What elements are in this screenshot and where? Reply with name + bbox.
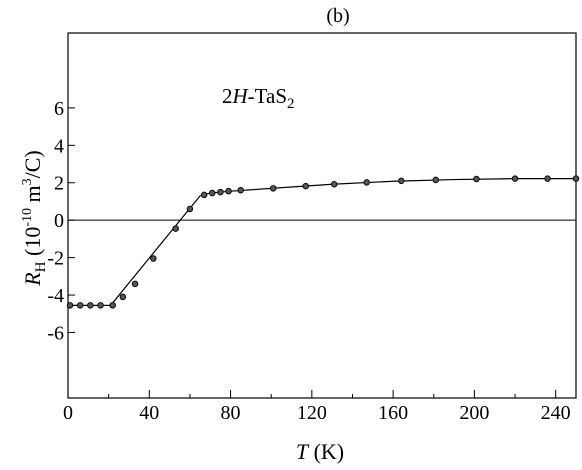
data-point xyxy=(572,175,580,182)
material-annotation: 2H-TaS2 xyxy=(222,84,295,112)
x-tick-label: 0 xyxy=(63,402,73,424)
data-point xyxy=(217,188,224,196)
x-tick-label: 200 xyxy=(459,402,489,424)
y-tick-label: -6 xyxy=(47,322,64,344)
y-tick-label: 6 xyxy=(54,98,64,120)
data-point xyxy=(209,189,216,197)
data-point xyxy=(131,280,139,288)
y-tick-label: 4 xyxy=(54,135,64,157)
panel-label: (b) xyxy=(326,5,349,27)
x-axis-unit: (K) xyxy=(308,439,344,464)
data-point xyxy=(473,175,480,183)
y-axis-unit-close: /C) xyxy=(20,150,45,178)
data-point xyxy=(200,191,208,199)
data-points xyxy=(66,175,580,309)
annotation-italic: H xyxy=(232,84,250,108)
y-axis-unit-mid: m xyxy=(20,185,45,208)
data-point xyxy=(302,182,309,190)
y-axis-title-group: RH (10-10 m3/C) xyxy=(20,150,49,287)
x-axis: 0 40 80 120 160 200 240 xyxy=(63,390,571,424)
y-axis-symbol-sub: H xyxy=(33,261,49,272)
data-point xyxy=(186,205,194,213)
y-tick-label: -4 xyxy=(47,285,64,307)
data-point xyxy=(225,187,232,195)
y-tick-label: -2 xyxy=(47,248,64,270)
data-point xyxy=(66,302,74,309)
data-point xyxy=(397,177,405,185)
data-point xyxy=(119,293,127,301)
annotation-prefix: 2 xyxy=(222,84,233,108)
data-point xyxy=(172,225,179,232)
y-axis-unit-open: (10 xyxy=(20,227,45,262)
y-axis-symbol: R xyxy=(20,272,45,287)
data-point xyxy=(432,176,440,184)
data-point xyxy=(363,179,370,186)
x-tick-label: 240 xyxy=(541,402,571,424)
data-point xyxy=(237,186,244,194)
y-axis-unit-exp: -10 xyxy=(20,208,35,227)
data-point xyxy=(109,302,116,309)
data-point xyxy=(544,175,551,182)
x-tick-label: 80 xyxy=(221,402,241,424)
data-point xyxy=(76,302,84,309)
x-axis-symbol: T xyxy=(296,439,310,464)
fit-line xyxy=(68,178,576,306)
x-axis-title: T (K) xyxy=(296,439,344,464)
plot-frame xyxy=(67,32,577,399)
x-tick-label: 160 xyxy=(378,402,408,424)
annotation-mid: -TaS xyxy=(248,84,287,108)
data-point xyxy=(87,302,94,309)
annotation-sub: 2 xyxy=(287,96,295,112)
data-point xyxy=(330,180,338,188)
x-tick-label: 40 xyxy=(139,402,159,424)
data-point xyxy=(97,302,104,309)
y-axis: 6 4 2 0 -2 -4 -6 xyxy=(47,98,75,344)
plot-area xyxy=(67,32,577,399)
y-axis-unit-exp2: 3 xyxy=(20,178,35,185)
y-axis-title: RH (10-10 m3/C) xyxy=(20,150,49,287)
data-point xyxy=(269,185,277,192)
data-point xyxy=(150,255,157,262)
data-point xyxy=(511,175,519,182)
x-tick-label: 120 xyxy=(297,402,327,424)
y-tick-label: 0 xyxy=(54,210,64,232)
y-tick-label: 2 xyxy=(54,173,64,195)
